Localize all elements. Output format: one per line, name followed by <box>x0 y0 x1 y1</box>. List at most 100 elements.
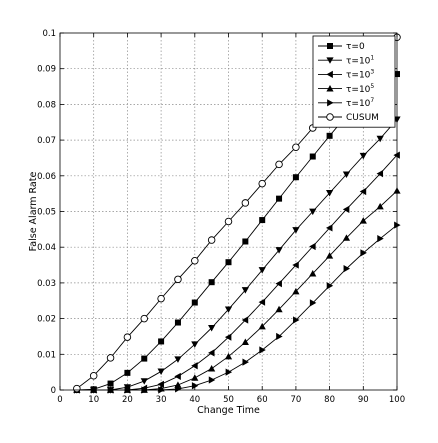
data-point-tau-10-1 <box>275 247 283 254</box>
axis-ticks: 0 10 20 30 40 50 60 70 80 90 100 0 0.01 0.02 0.03 0.04 0… <box>37 29 405 405</box>
data-point-tau-10-7 <box>326 282 334 290</box>
data-point-tau-0 <box>208 279 215 286</box>
data-point-tau-10-5 <box>191 374 199 381</box>
data-point-tau-10-7 <box>309 299 317 307</box>
data-point-tau-10-1 <box>326 190 334 197</box>
data-point-tau-10-1 <box>376 135 384 143</box>
data-point-tau-10-3 <box>224 333 232 341</box>
data-point-tau-0 <box>174 319 181 326</box>
data-point-tau-10-7 <box>175 385 182 393</box>
legend: τ=0 τ=101 τ=103 τ=105 τ=107 CUSUM <box>312 35 396 128</box>
data-point-tau-10-5 <box>208 364 216 372</box>
data-point-tau-0 <box>326 132 333 139</box>
data-point-cusum <box>275 160 283 169</box>
data-point-tau-10-1 <box>224 306 233 313</box>
data-point-tau-10-3 <box>326 224 333 232</box>
data-point-tau-10-3 <box>191 362 198 370</box>
data-point-tau-10-5 <box>275 305 283 313</box>
legend-entry-tau-10-7: τ=107 <box>318 97 374 109</box>
data-point-cusum <box>73 384 81 393</box>
legend-marker-tau-10-3 <box>326 70 333 78</box>
data-point-cusum <box>241 199 250 207</box>
data-point-cusum <box>140 314 148 323</box>
data-point-tau-10-1 <box>359 152 367 160</box>
y-tick-label: 0.03 <box>37 279 56 289</box>
y-tick-label: 0.08 <box>37 100 56 110</box>
data-point-cusum <box>106 354 115 362</box>
data-point-tau-10-3 <box>258 298 266 306</box>
x-tick-label: 30 <box>156 395 167 405</box>
x-tick-label: 70 <box>290 395 301 405</box>
data-point-tau-0 <box>141 355 148 362</box>
data-point-tau-10-1 <box>292 227 300 234</box>
data-point-tau-10-1 <box>157 368 165 376</box>
x-tick-label: 60 <box>257 395 268 405</box>
data-point-tau-10-7 <box>225 368 233 376</box>
data-point-tau-10-5 <box>359 217 367 224</box>
data-point-tau-10-3 <box>241 316 249 324</box>
x-axis-label: Change Time <box>197 405 260 416</box>
x-tick-label: 80 <box>324 395 335 405</box>
y-tick-label: 0.02 <box>37 315 56 325</box>
legend-label: τ=105 <box>346 83 374 95</box>
data-point-tau-0 <box>124 369 131 376</box>
data-point-tau-10-1 <box>174 356 182 363</box>
legend-entry-cusum: CUSUM <box>318 113 379 123</box>
data-point-tau-10-3 <box>275 280 282 288</box>
data-point-tau-10-3 <box>292 261 299 269</box>
data-point-cusum <box>157 294 165 303</box>
data-point-tau-10-7 <box>360 249 367 257</box>
legend-marker-tau-10-7 <box>327 99 334 107</box>
data-point-tau-0 <box>107 380 114 387</box>
y-tick-label: 0.09 <box>37 65 56 75</box>
data-point-tau-10-1 <box>241 287 249 294</box>
data-point-tau-0 <box>225 259 232 266</box>
data-point-cusum <box>224 217 233 226</box>
data-point-tau-10-5 <box>258 322 266 330</box>
data-point-tau-10-3 <box>376 170 384 178</box>
legend-label: τ=0 <box>346 42 365 52</box>
data-point-tau-10-7 <box>377 235 384 243</box>
data-point-cusum <box>89 371 98 380</box>
data-point-tau-0 <box>292 174 299 181</box>
legend-marker-tau-0 <box>327 43 333 49</box>
y-tick-label: 0.05 <box>37 208 56 218</box>
x-tick-label: 90 <box>358 395 369 405</box>
data-point-tau-10-5 <box>241 338 249 346</box>
data-point-cusum <box>191 257 199 265</box>
data-point-tau-10-7 <box>276 332 283 341</box>
x-tick-label: 40 <box>189 395 200 405</box>
data-point-tau-10-3 <box>208 349 215 357</box>
data-point-cusum <box>292 143 300 151</box>
data-point-tau-10-7 <box>293 316 300 324</box>
data-point-tau-10-3 <box>157 380 164 388</box>
data-point-tau-10-3 <box>174 372 181 381</box>
data-point-tau-0 <box>259 217 266 224</box>
legend-entry-tau-10-3: τ=103 <box>318 69 374 81</box>
data-point-tau-0 <box>242 238 249 245</box>
x-tick-label: 100 <box>389 395 405 405</box>
data-point-tau-10-5 <box>376 202 384 210</box>
x-tick-label: 20 <box>122 395 133 405</box>
data-point-tau-10-7 <box>343 265 351 273</box>
data-point-tau-10-3 <box>309 242 316 251</box>
data-point-tau-0 <box>309 153 316 160</box>
data-point-tau-10-1 <box>208 325 216 332</box>
data-point-tau-10-1 <box>309 208 317 216</box>
data-point-tau-10-1 <box>258 267 266 274</box>
y-axis-label: False Alarm Rate <box>28 172 39 252</box>
data-point-tau-10-1 <box>140 378 148 385</box>
data-point-tau-10-1 <box>342 171 351 178</box>
data-point-tau-10-7 <box>191 382 199 390</box>
data-point-tau-10-5 <box>326 252 334 259</box>
legend-marker-cusum <box>326 113 334 121</box>
legend-entry-tau-10-1: τ=101 <box>318 54 374 66</box>
data-point-tau-10-7 <box>242 358 249 366</box>
y-tick-label: 0.07 <box>37 136 56 146</box>
data-point-tau-10-5 <box>342 234 351 241</box>
data-point-cusum <box>207 236 216 244</box>
data-point-tau-10-7 <box>259 346 266 354</box>
legend-label: CUSUM <box>346 113 379 123</box>
legend-marker-tau-10-5 <box>326 85 334 92</box>
data-point-tau-10-5 <box>292 287 300 295</box>
